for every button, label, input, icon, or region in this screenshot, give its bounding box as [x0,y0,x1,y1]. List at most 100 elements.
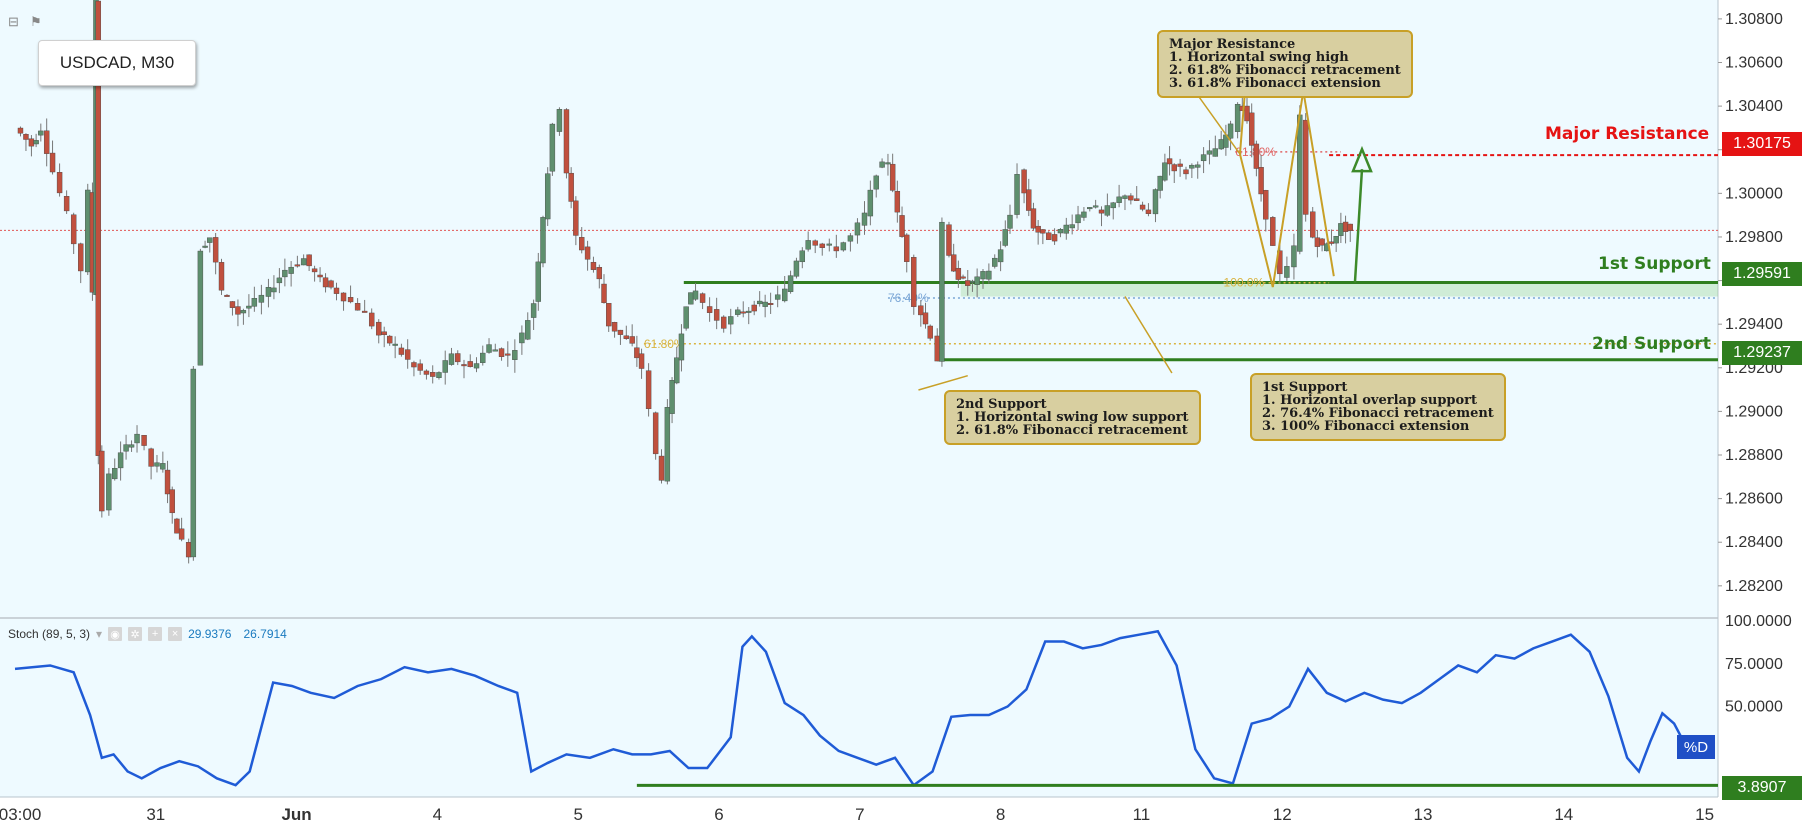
candle-body [826,243,832,246]
candle-body [1258,167,1264,195]
candle-body [1040,229,1046,234]
candle-body [1195,164,1201,168]
candle-body [549,123,556,172]
candle-body [1152,189,1159,215]
candle-body [1057,229,1064,234]
candle-body [49,152,56,173]
candle-body [224,294,230,297]
candle-body [568,172,574,202]
time-tick-label: 12 [1273,805,1292,824]
candle-body [579,237,585,251]
stoch-tick-label: 75.0000 [1725,656,1783,673]
flag-icon[interactable]: ⚑ [30,14,42,29]
candle-body [556,109,563,132]
stoch-dropdown-icon[interactable]: ▾ [96,627,103,641]
candle-body [535,261,542,302]
stoch-pane-bg [0,619,1718,797]
candle-body [854,222,861,236]
candle-body [1075,214,1081,224]
candle-body [1081,211,1087,218]
candle-body [889,163,896,191]
bounce-arrow-head [1351,145,1373,173]
candle-body [117,452,124,469]
time-tick-label: 14 [1554,805,1573,824]
candle-body [368,312,375,327]
candle-body [85,189,91,273]
candle-body [992,257,998,267]
candle-body [922,312,929,325]
candle-body [1139,204,1146,210]
candle-body [584,246,591,260]
time-tick-label: 6 [714,805,723,824]
candle-body [33,140,39,145]
close-icon[interactable]: × [168,627,183,641]
candle-body [1212,148,1219,157]
candle-body [1098,209,1105,214]
settings-icon[interactable]: ✲ [128,627,143,641]
candle-body [885,162,891,165]
candle-body [1030,208,1037,229]
candle-body [540,217,546,264]
first-support-pointer [1124,296,1173,374]
candle-body [17,127,24,134]
candle-body [793,260,800,277]
price-tick-label: 1.29400 [1725,316,1783,333]
major-resistance-label: Major Resistance [1545,124,1710,144]
candle-body [240,310,247,314]
candle-body [1253,143,1260,169]
candle-body [544,173,551,220]
stoch-title: Stoch (89, 5, 3) [8,627,91,641]
candle-body [606,303,612,327]
time-tick-label: 11 [1133,805,1151,824]
candle-body [1248,112,1255,146]
price-tick-label: 1.29000 [1725,403,1783,420]
second-support-price-tag: 1.29237 [1722,341,1802,365]
candle-body [1026,189,1032,211]
candle-body [492,349,498,352]
candle-body [762,301,768,307]
candle-body [692,290,699,300]
candle-body [955,267,962,280]
candle-body [202,245,208,248]
candle-body [965,280,971,286]
candle-body [1227,123,1234,139]
collapse-icon[interactable]: ⊟ [8,14,19,29]
candle-body [934,335,940,362]
add-icon[interactable]: + [148,627,163,641]
major-resistance-price-tag: 1.30175 [1722,132,1802,156]
stoch-tick-label: 100.0000 [1725,613,1792,630]
candle-body [674,357,680,384]
candle-body [1166,158,1173,165]
candle-body [1069,224,1075,229]
price-tick-label: 1.30800 [1725,11,1783,28]
candle-body [629,336,635,344]
candle-body [652,412,659,455]
price-tick-label: 1.30000 [1725,185,1783,202]
candle-body [894,191,901,213]
candle-body [623,335,630,339]
candle-body [467,361,473,367]
support-zone [960,282,1718,297]
candle-body [596,267,603,280]
time-tick-label: 4 [433,805,442,824]
time-tick-label: 31 [146,805,165,824]
candle-body [1145,209,1152,214]
time-tick-label: 15 [1695,805,1714,824]
candle-body [1234,103,1241,132]
candle-body [1002,229,1008,246]
candle-body [251,298,258,307]
candle-body [601,283,607,303]
candle-body [461,364,467,367]
symbol-label[interactable]: USDCAD, M30 [38,40,196,86]
candle-body [229,301,236,308]
visibility-icon[interactable]: ◉ [108,627,123,641]
candle-body [455,353,461,363]
candle-body [1333,236,1339,244]
candle-body [767,303,774,305]
second-support-label: 2nd Support [1592,334,1711,354]
price-tick-label: 1.28800 [1725,447,1783,464]
candle-body [271,287,277,293]
candle-body [720,316,727,329]
candle-body [669,380,675,414]
